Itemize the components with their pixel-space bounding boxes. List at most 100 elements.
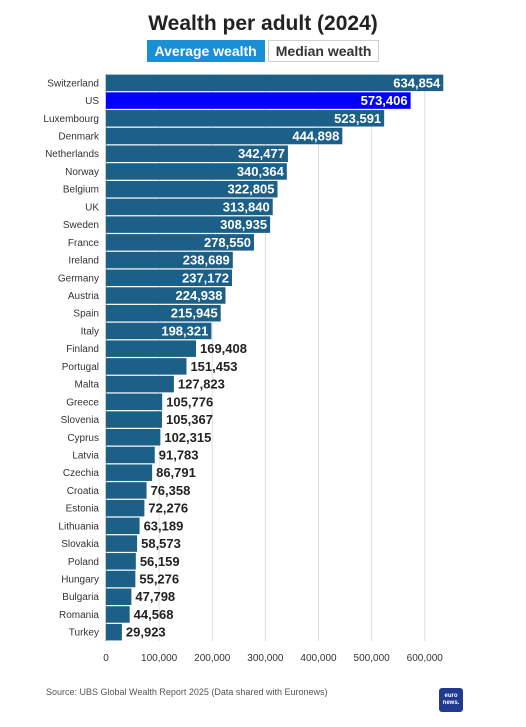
category-label: Belgium xyxy=(63,185,99,196)
chart-title: Wealth per adult (2024) xyxy=(148,12,378,35)
bar xyxy=(106,535,138,552)
category-label: Hungary xyxy=(61,575,99,586)
data-label: 278,550 xyxy=(204,235,251,250)
data-label: 86,791 xyxy=(156,465,196,480)
bar xyxy=(106,234,254,251)
bar xyxy=(106,340,196,357)
data-label: 29,923 xyxy=(126,625,166,640)
source-note: Source: UBS Global Wealth Report 2025 (D… xyxy=(46,687,328,697)
category-label: Lithuania xyxy=(58,521,99,532)
data-label: 63,189 xyxy=(144,518,184,533)
x-tick-label: 500,000 xyxy=(354,653,391,664)
bar xyxy=(106,429,161,446)
bar xyxy=(106,269,232,287)
bar xyxy=(106,499,145,517)
x-tick-label: 600,000 xyxy=(407,653,444,664)
data-label: 238,689 xyxy=(183,253,230,268)
logo-line-2: news. xyxy=(442,700,460,706)
bar xyxy=(106,588,132,605)
category-label: Czechia xyxy=(63,468,100,479)
category-label: Ireland xyxy=(68,256,99,267)
category-label: Croatia xyxy=(67,486,100,497)
category-label: France xyxy=(68,238,100,249)
x-tick-label: 100,000 xyxy=(141,653,178,664)
data-label: 47,798 xyxy=(135,589,175,604)
data-label: 634,854 xyxy=(393,75,441,90)
category-label: Finland xyxy=(66,344,99,355)
category-label: Poland xyxy=(68,557,99,568)
data-label: 224,938 xyxy=(175,288,222,303)
bar xyxy=(106,163,287,180)
bar-chart: Switzerland 634,854 US 573,406 Luxembourg 523… xyxy=(43,74,444,680)
data-label: 56,159 xyxy=(140,554,180,569)
bar xyxy=(106,74,444,92)
bar xyxy=(106,517,140,535)
euronews-logo: euro news. xyxy=(439,688,463,712)
data-label: 237,172 xyxy=(182,270,229,285)
category-label: Luxembourg xyxy=(43,114,99,125)
data-label: 198,321 xyxy=(161,323,208,338)
category-label: Netherlands xyxy=(45,149,99,160)
bar xyxy=(106,287,226,304)
x-tick-label: 400,000 xyxy=(300,653,337,664)
category-label: Slovenia xyxy=(61,415,100,426)
data-label: 169,408 xyxy=(200,341,247,356)
category-label: Switzerland xyxy=(47,78,99,89)
category-label: Turkey xyxy=(69,628,99,639)
x-tick-label: 0 xyxy=(103,653,109,664)
category-label: Portugal xyxy=(62,362,99,373)
bar xyxy=(106,393,163,411)
data-label: 313,840 xyxy=(223,199,270,214)
bar xyxy=(106,606,130,623)
category-label: Denmark xyxy=(58,132,100,143)
data-label: 72,276 xyxy=(148,501,188,516)
category-label: Slovakia xyxy=(61,539,99,550)
data-label: 215,945 xyxy=(171,306,218,321)
category-label: US xyxy=(85,96,99,107)
x-tick-label: 300,000 xyxy=(247,653,284,664)
data-label: 105,776 xyxy=(166,394,213,409)
bar xyxy=(106,482,147,499)
data-label: 58,573 xyxy=(141,536,181,551)
bar xyxy=(106,110,385,127)
bar xyxy=(106,198,273,216)
data-label: 573,406 xyxy=(361,93,408,108)
bar xyxy=(106,623,122,641)
wealth-toggle: Average wealth Median wealth xyxy=(0,40,526,62)
data-label: 127,823 xyxy=(178,377,225,392)
category-label: Italy xyxy=(81,326,99,337)
data-label: 105,367 xyxy=(166,412,213,427)
data-label: 44,568 xyxy=(134,607,174,622)
category-label: Malta xyxy=(75,380,100,391)
data-label: 444,898 xyxy=(292,129,339,144)
data-label: 523,591 xyxy=(334,111,381,126)
bar xyxy=(106,216,271,233)
bar xyxy=(106,251,233,269)
data-label: 151,453 xyxy=(190,359,237,374)
bar xyxy=(106,92,411,109)
bar xyxy=(106,322,212,340)
data-label: 322,805 xyxy=(227,182,274,197)
data-label: 342,477 xyxy=(238,146,285,161)
category-label: Latvia xyxy=(72,450,99,461)
bar xyxy=(106,375,174,393)
bar xyxy=(106,127,343,145)
logo-line-1: euro xyxy=(444,693,458,699)
category-label: Austria xyxy=(68,291,100,302)
data-label: 76,358 xyxy=(151,483,191,498)
data-label: 340,364 xyxy=(237,164,285,179)
category-label: Bulgaria xyxy=(62,592,99,603)
category-label: Cyprus xyxy=(67,433,99,444)
data-label: 102,315 xyxy=(164,430,211,445)
category-label: UK xyxy=(85,202,99,213)
x-axis-title: EUR xyxy=(264,679,286,680)
average-wealth-button[interactable]: Average wealth xyxy=(146,40,265,62)
data-label: 308,935 xyxy=(220,217,267,232)
bar xyxy=(106,358,187,375)
data-label: 55,276 xyxy=(139,572,179,587)
bar xyxy=(106,411,162,428)
bar xyxy=(106,304,221,322)
bar xyxy=(106,570,136,588)
category-label: Norway xyxy=(65,167,99,178)
median-wealth-button[interactable]: Median wealth xyxy=(267,40,380,62)
